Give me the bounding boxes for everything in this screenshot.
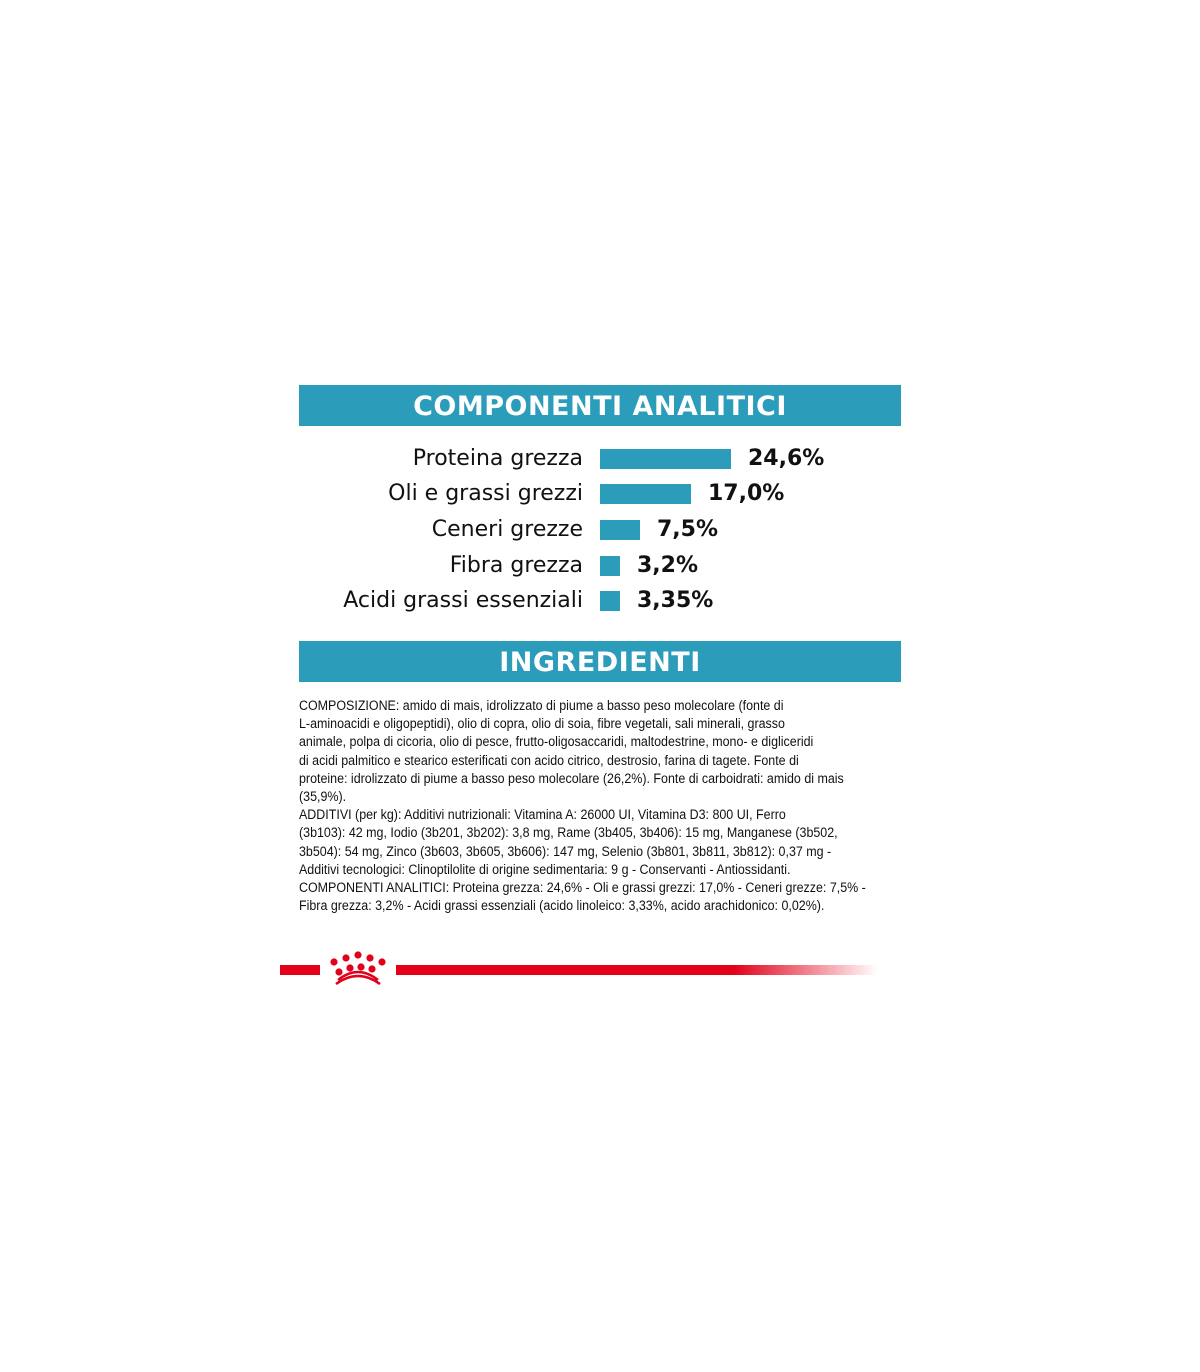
ingredients-line: Additivi tecnologici: Clinoptilolite di … — [299, 861, 791, 877]
ingredients-line: proteine: idrolizzato di piume a basso p… — [299, 770, 844, 786]
chart-title: COMPONENTI ANALITICI — [299, 385, 901, 426]
bar — [600, 520, 640, 540]
category-label: Acidi grassi essenziali — [343, 588, 583, 613]
ingredients-line: di acidi palmitico e stearico esterifica… — [299, 752, 799, 768]
ingredients-text: COMPOSIZIONE: amido di mais, idrolizzato… — [299, 697, 866, 915]
brand-line-left — [280, 965, 320, 975]
ingredients-line: ADDITIVI (per kg): Additivi nutrizionali… — [299, 807, 786, 823]
ingredients-line: 3b504): 54 mg, Zinco (3b603, 3b605, 3b60… — [299, 843, 832, 859]
value-label: 24,6% — [748, 446, 825, 471]
bar — [600, 591, 620, 611]
value-label: 7,5% — [657, 517, 719, 542]
brand-line-right — [396, 965, 878, 975]
bar-row: Acidi grassi essenziali 3,35% — [299, 583, 901, 619]
value-label: 3,35% — [637, 588, 714, 613]
value-label: 17,0% — [708, 481, 785, 506]
ingredients-line: animale, polpa di cicoria, olio di pesce… — [299, 734, 814, 750]
category-label: Ceneri grezze — [431, 517, 583, 542]
ingredients-line: COMPONENTI ANALITICI: Proteina grezza: 2… — [299, 880, 866, 896]
ingredients-line: (35,9%). — [299, 789, 347, 805]
bar — [600, 484, 691, 504]
bar-row: Fibra grezza 3,2% — [299, 548, 901, 584]
bar-row: Oli e grassi grezzi 17,0% — [299, 476, 901, 512]
category-label: Fibra grezza — [449, 553, 583, 578]
ingredients-line: L-aminoacidi e oligopeptidi), olio di co… — [299, 716, 785, 732]
ingredients-line: Fibra grezza: 3,2% - Acidi grassi essenz… — [299, 898, 825, 914]
ingredients-line: (3b103): 42 mg, Iodio (3b201, 3b202): 3,… — [299, 825, 838, 841]
royal-canin-crown-icon — [330, 951, 386, 986]
ingredients-title: INGREDIENTI — [299, 641, 901, 682]
bar-row: Proteina grezza 24,6% — [299, 441, 901, 477]
category-label: Proteina grezza — [412, 446, 583, 471]
bar — [600, 449, 731, 469]
category-label: Oli e grassi grezzi — [388, 481, 583, 506]
bar — [600, 556, 620, 576]
value-label: 3,2% — [637, 553, 699, 578]
ingredients-line: COMPOSIZIONE: amido di mais, idrolizzato… — [299, 698, 784, 713]
bar-row: Ceneri grezze 7,5% — [299, 512, 901, 548]
